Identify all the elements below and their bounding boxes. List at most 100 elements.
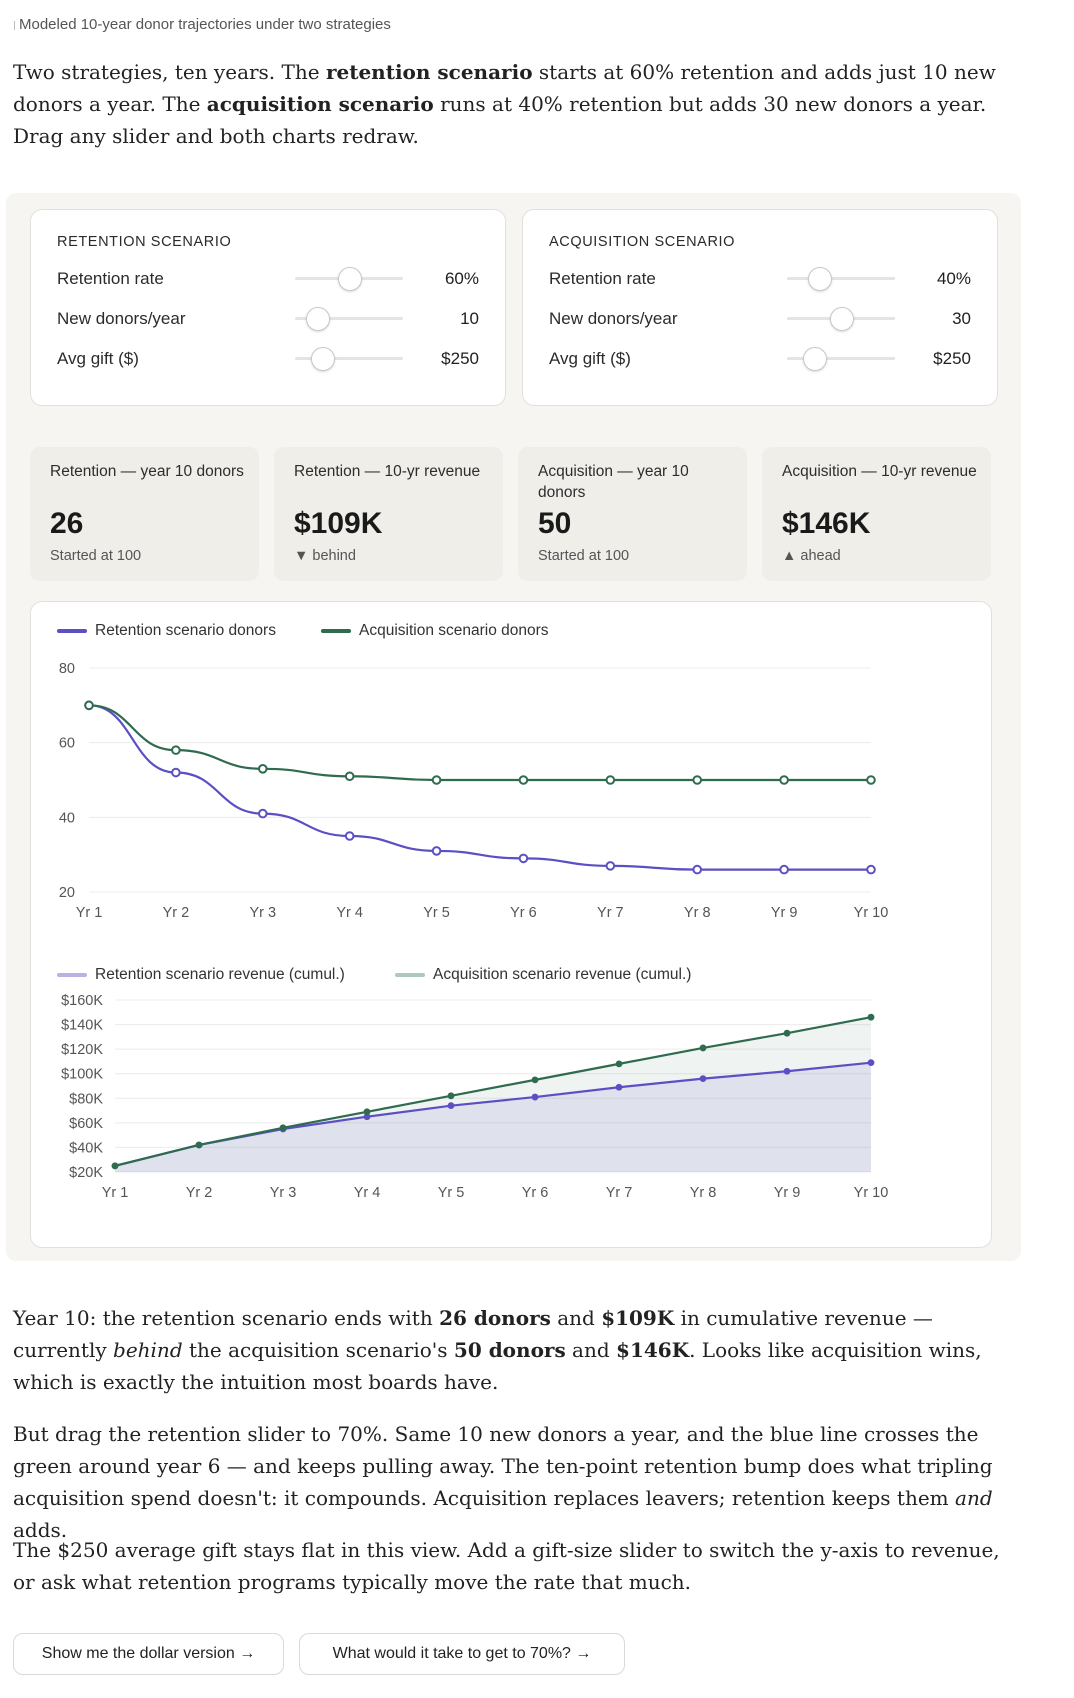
data-point	[195, 1141, 203, 1149]
slider-thumb[interactable]	[808, 267, 833, 291]
data-point	[257, 764, 268, 774]
stat-label: Acquisition — year 10 donors	[538, 463, 689, 501]
data-point	[779, 775, 789, 785]
x-tick-label: Yr 5	[423, 905, 450, 921]
data-point	[447, 1102, 455, 1110]
acquisition-new-donors-slider[interactable]	[787, 307, 895, 331]
retention-avg-gift-value: $250	[441, 349, 479, 368]
slider-thumb[interactable]	[305, 307, 330, 331]
acquisition-avg-gift-slider[interactable]	[787, 347, 895, 371]
x-tick-label: Yr 1	[76, 905, 103, 921]
x-tick-label: Yr 9	[774, 1185, 801, 1201]
legend-item-acquisition-donors: Acquisition scenario donors	[321, 622, 549, 640]
acquisition-rate-value: 40%	[936, 269, 971, 288]
data-point	[692, 775, 703, 785]
acquisition-new-donors-value: 30	[952, 309, 971, 328]
acquisition-new-donors-label: New donors/year	[549, 309, 678, 328]
x-tick-label: Yr 2	[163, 905, 190, 921]
data-point	[363, 1108, 371, 1116]
retention-rate-slider[interactable]	[295, 267, 403, 291]
series-line	[88, 704, 871, 871]
acquisition-rate-slider[interactable]	[787, 267, 895, 291]
result-paragraph: Year 10: the retention scenario ends wit…	[13, 1306, 982, 1394]
y-tick-label: $60K	[69, 1116, 103, 1132]
data-point	[518, 775, 529, 785]
x-tick-label: Yr 1	[102, 1185, 129, 1201]
stat-acquisition-donors: Acquisition — year 10 donors 50 Started …	[518, 447, 747, 581]
data-point	[171, 745, 181, 755]
caption: Modeled 10-year donor trajectories under…	[14, 16, 391, 33]
legend-swatch	[395, 972, 425, 977]
series-area	[115, 1017, 871, 1172]
data-point	[692, 864, 703, 875]
series-line	[88, 704, 871, 782]
data-point	[171, 767, 181, 778]
data-point	[699, 1075, 707, 1083]
retention-new-donors-slider[interactable]	[295, 307, 403, 331]
data-point	[111, 1162, 119, 1170]
retention-new-donors-label: New donors/year	[57, 309, 186, 328]
x-tick-label: Yr 10	[854, 905, 889, 921]
retention-controls-card: RETENTION SCENARIO Retention rate 60% Ne…	[30, 209, 506, 406]
y-tick-label: $140K	[61, 1018, 103, 1034]
stat-value: 50	[538, 507, 572, 540]
acquisition-avg-gift-row: Avg gift ($) $250	[549, 343, 971, 373]
stat-retention-donors: Retention — year 10 donors 26 Started at…	[30, 447, 259, 581]
stat-sub: Started at 100	[50, 548, 142, 564]
stat-label: Retention — year 10 donors	[50, 463, 244, 480]
slider-thumb[interactable]	[311, 347, 335, 371]
data-point	[363, 1113, 371, 1121]
legend-item-acquisition-revenue: Acquisition scenario revenue (cumul.)	[395, 966, 691, 984]
y-tick-label: $80K	[69, 1091, 103, 1107]
data-point	[783, 1029, 791, 1037]
data-point	[615, 1083, 623, 1091]
retention-new-donors-value: 10	[460, 309, 479, 328]
acquisition-controls-card: ACQUISITION SCENARIO Retention rate 40% …	[522, 209, 998, 406]
y-tick-label: $120K	[61, 1042, 103, 1058]
data-point	[447, 1092, 455, 1100]
x-tick-label: Yr 7	[597, 905, 624, 921]
y-tick-label: 20	[59, 885, 75, 901]
intro-paragraph: Two strategies, ten years. The retention…	[13, 60, 996, 148]
retention-rate-row: Retention rate 60%	[57, 263, 479, 293]
charts-card: Retention scenario donors Acquisition sc…	[30, 601, 992, 1248]
x-tick-label: Yr 7	[606, 1185, 633, 1201]
series-area	[115, 1062, 871, 1172]
x-tick-label: Yr 6	[510, 905, 537, 921]
revenue-area-chart: $160K $140K $120K $100K $80K $60K $40K $20K Yr 1…	[61, 994, 888, 1201]
legend-swatch	[57, 972, 87, 977]
acquisition-avg-gift-label: Avg gift ($)	[549, 349, 631, 368]
stat-label: Retention — 10-yr revenue	[294, 463, 481, 480]
y-tick-label: 60	[59, 736, 75, 752]
retention-avg-gift-slider[interactable]	[295, 347, 403, 371]
x-tick-label: Yr 3	[270, 1185, 297, 1201]
retention-avg-gift-row: Avg gift ($) $250	[57, 343, 479, 373]
legend-item-retention-revenue: Retention scenario revenue (cumul.)	[57, 966, 345, 984]
seventy-percent-button[interactable]: What would it take to get to 70%? →	[299, 1633, 625, 1675]
legend-item-retention-donors: Retention scenario donors	[57, 622, 276, 640]
x-tick-label: Yr 8	[684, 905, 711, 921]
data-point	[605, 861, 616, 871]
x-tick-label: Yr 5	[438, 1185, 465, 1201]
x-tick-label: Yr 9	[771, 905, 798, 921]
data-point	[518, 853, 529, 864]
y-tick-label: $20K	[69, 1165, 103, 1181]
stat-acquisition-revenue: Acquisition — 10-yr revenue $146K ▲ ahea…	[762, 447, 991, 581]
data-point	[867, 1013, 875, 1021]
retention-controls-title: RETENTION SCENARIO	[57, 234, 232, 250]
slider-thumb[interactable]	[338, 267, 362, 291]
data-point	[84, 700, 94, 711]
stat-retention-revenue: Retention — 10-yr revenue $109K ▼ behind	[274, 447, 503, 581]
slider-thumb[interactable]	[830, 307, 854, 331]
slider-thumb[interactable]	[803, 347, 827, 371]
data-point	[779, 864, 789, 875]
data-point	[344, 831, 355, 841]
dollar-version-button[interactable]: Show me the dollar version →	[13, 1633, 284, 1675]
data-point	[866, 775, 876, 785]
y-tick-label: 80	[59, 661, 75, 677]
stat-sub: ▲ ahead	[782, 548, 841, 564]
data-point	[279, 1124, 287, 1132]
crossover-paragraph: But drag the retention slider to 70%. Sa…	[13, 1422, 993, 1542]
x-tick-label: Yr 3	[249, 905, 276, 921]
